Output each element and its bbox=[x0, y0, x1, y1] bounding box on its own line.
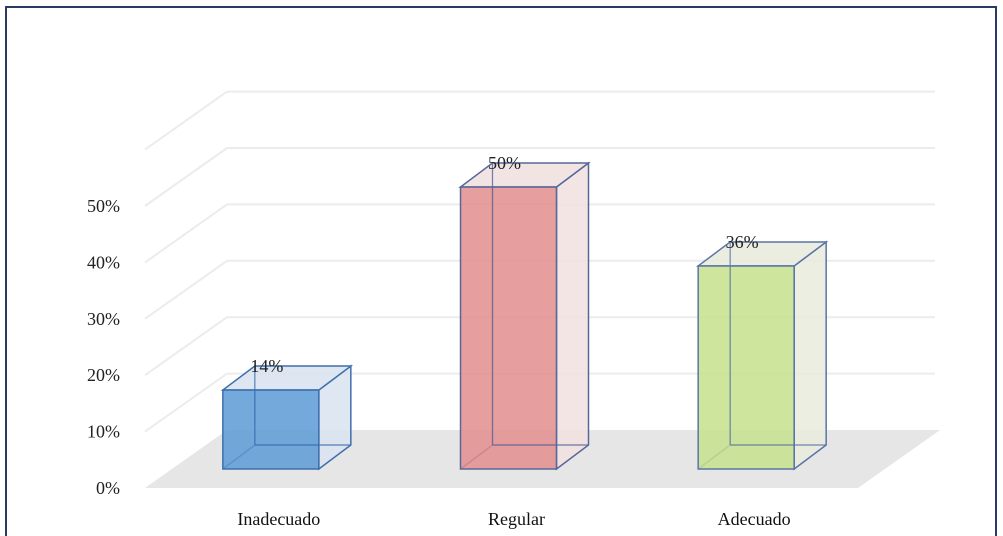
x-category-label: Inadecuado bbox=[237, 509, 320, 529]
y-tick-label: 30% bbox=[87, 309, 120, 329]
gridline-side bbox=[144, 147, 228, 207]
x-category-label: Adecuado bbox=[718, 509, 791, 529]
bar-adecuado bbox=[697, 265, 795, 470]
bar-side-face bbox=[555, 161, 590, 471]
bar-inadecuado bbox=[222, 389, 320, 470]
gridline-side bbox=[144, 203, 228, 264]
y-tick-label: 20% bbox=[87, 365, 120, 385]
data-label: 50% bbox=[488, 153, 521, 173]
bar-side-face bbox=[793, 240, 827, 471]
gridline-side bbox=[144, 316, 228, 377]
x-category-label: Regular bbox=[488, 509, 545, 529]
bar-regular bbox=[459, 186, 558, 470]
data-label: 36% bbox=[726, 232, 759, 252]
y-tick-label: 10% bbox=[87, 422, 120, 442]
data-label: 14% bbox=[250, 356, 283, 376]
chart-frame bbox=[5, 6, 997, 536]
gridline-side bbox=[144, 90, 228, 151]
y-tick-label: 50% bbox=[87, 196, 120, 216]
y-tick-label: 40% bbox=[87, 252, 120, 272]
gridline-side bbox=[144, 259, 228, 320]
y-tick-label: 0% bbox=[96, 478, 120, 498]
gridline-side bbox=[144, 372, 228, 433]
